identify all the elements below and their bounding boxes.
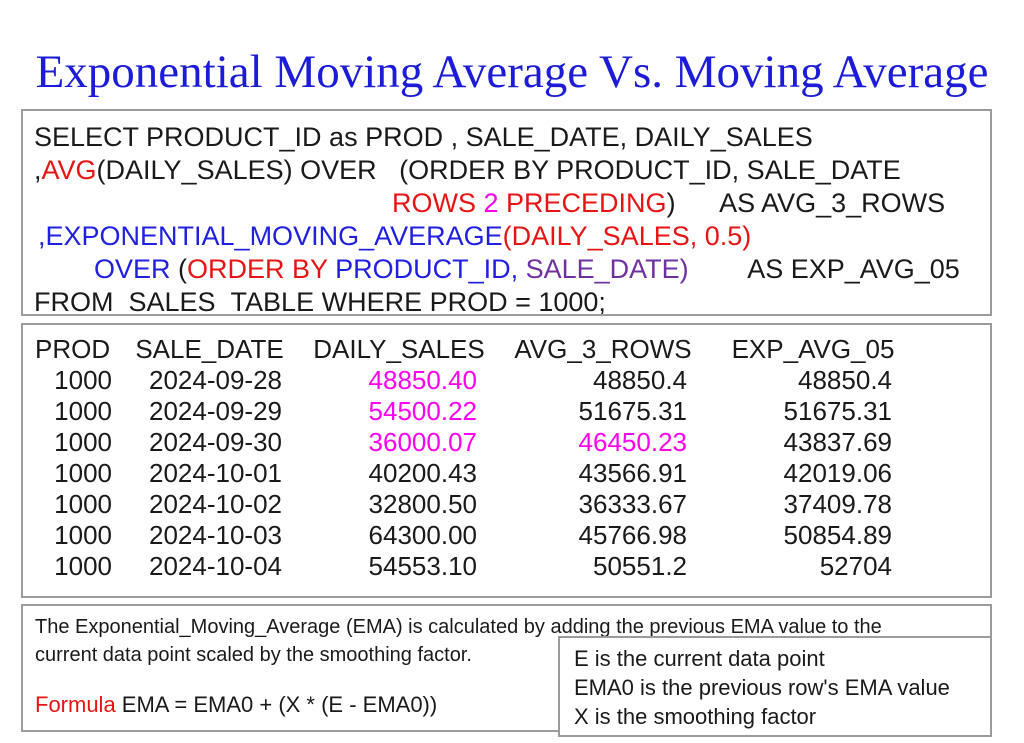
legend-line: EMA0 is the previous row's EMA value	[574, 675, 950, 700]
sql-token: ,	[510, 254, 526, 284]
table-row: 1000 2024-10-02 32800.50 36333.67 37409.78	[23, 489, 990, 520]
sql-line: SELECT PRODUCT_ID as PROD , SALE_DATE, D…	[34, 121, 990, 154]
table-row: 1000 2024-09-30 36000.07 46450.23 43837.69	[23, 427, 990, 458]
sql-token: 2	[483, 188, 499, 218]
table-cell: 1000	[54, 396, 112, 426]
table-row: 1000 2024-10-03 64300.00 45766.98 50854.89	[23, 520, 990, 551]
table-cell: 2024-10-02	[149, 489, 282, 519]
legend-box: E is the current data point EMA0 is the …	[558, 636, 992, 737]
sql-token: ROWS	[392, 188, 484, 218]
table-cell: 36000.07	[368, 427, 477, 457]
sql-code-box: SELECT PRODUCT_ID as PROD , SALE_DATE, D…	[21, 109, 992, 316]
table-cell: 48850.4	[798, 365, 892, 395]
table-cell: 52704	[819, 551, 892, 581]
sql-token: (DAILY_SALES) OVER (ORDER BY PRODUCT_ID,…	[96, 155, 901, 185]
table-cell: 1000	[54, 551, 112, 581]
explanation-text-line: The Exponential_Moving_Average (EMA) is …	[35, 616, 882, 638]
formula-text: EMA = EMA0 + (X * (E - EMA0))	[115, 692, 438, 717]
table-row: 1000 2024-10-04 54553.10 50551.2 52704	[23, 551, 990, 582]
sql-token: ,EXPONENTIAL_MOVING_AVERAGE	[38, 221, 503, 251]
explanation-text-line: current data point scaled by the smoothi…	[35, 644, 472, 666]
results-table: PROD SALE_DATE DAILY_SALES AVG_3_ROWS EXP_AV…	[21, 323, 992, 598]
formula-line: Formula EMA = EMA0 + (X * (E - EMA0))	[35, 692, 437, 718]
sql-line: FROM SALES_TABLE WHERE PROD = 1000;	[34, 286, 990, 316]
sql-token: AS AVG_3_ROWS	[675, 188, 946, 218]
sql-line: ,EXPONENTIAL_MOVING_AVERAGE(DAILY_SALES,…	[34, 220, 990, 253]
column-header: PROD	[35, 334, 111, 364]
table-cell: 54553.10	[368, 551, 477, 581]
sql-token: PRECEDING	[498, 188, 667, 218]
table-cell: 1000	[54, 458, 112, 488]
table-cell: 64300.00	[368, 520, 477, 550]
table-cell: 54500.22	[368, 396, 477, 426]
sql-token: (DAILY_SALES, 0.5)	[502, 221, 752, 251]
table-cell: 48850.40	[368, 365, 477, 395]
table-cell: 51675.31	[783, 396, 892, 426]
sql-token: SALE_DATE)	[525, 254, 689, 284]
sql-token: SELECT PRODUCT_ID as PROD , SALE_DATE, D…	[34, 122, 813, 152]
sql-token: PRODUCT_ID	[335, 254, 511, 284]
table-cell: 40200.43	[368, 458, 477, 488]
sql-token: AVG	[41, 155, 97, 185]
table-cell: 36333.67	[578, 489, 687, 519]
table-row: 1000 2024-09-29 54500.22 51675.31 51675.31	[23, 396, 990, 427]
sql-line: OVER (ORDER BY PRODUCT_ID, SALE_DATE) AS…	[34, 253, 990, 286]
legend-line: E is the current data point	[574, 646, 825, 671]
sql-line: ROWS 2 PRECEDING) AS AVG_3_ROWS	[34, 187, 990, 220]
table-cell: 51675.31	[578, 396, 687, 426]
table-cell: 50551.2	[593, 551, 687, 581]
table-cell: 2024-10-04	[149, 551, 282, 581]
table-cell: 43837.69	[783, 427, 892, 457]
table-cell: 1000	[54, 520, 112, 550]
table-cell: 50854.89	[783, 520, 892, 550]
table-cell: 1000	[54, 489, 112, 519]
table-cell: 2024-09-29	[149, 396, 282, 426]
table-cell: 2024-09-28	[149, 365, 282, 395]
table-row: 1000 2024-09-28 48850.40 48850.4 48850.4	[23, 365, 990, 396]
sql-token: OVER	[94, 254, 179, 284]
table-cell: 1000	[54, 365, 112, 395]
formula-label: Formula	[35, 692, 116, 717]
table-cell: 2024-10-01	[149, 458, 282, 488]
table-cell: 2024-09-30	[149, 427, 282, 457]
table-cell: 46450.23	[578, 427, 687, 457]
table-cell: 43566.91	[578, 458, 687, 488]
table-cell: 45766.98	[578, 520, 687, 550]
table-cell: 37409.78	[783, 489, 892, 519]
table-cell: 2024-10-03	[149, 520, 282, 550]
legend-line: X is the smoothing factor	[574, 704, 817, 729]
table-cell: 48850.4	[593, 365, 687, 395]
column-header: EXP_AVG_05	[731, 334, 895, 364]
table-header-row: PROD SALE_DATE DAILY_SALES AVG_3_ROWS EXP_AV…	[23, 334, 990, 365]
sql-token: AS EXP_AVG_05	[688, 254, 960, 284]
column-header: DAILY_SALES	[313, 334, 485, 364]
sql-token: (	[178, 254, 188, 284]
table-cell: 42019.06	[783, 458, 892, 488]
table-cell: 1000	[54, 427, 112, 457]
table-row: 1000 2024-10-01 40200.43 43566.91 42019.06	[23, 458, 990, 489]
sql-token: FROM SALES_TABLE WHERE PROD = 1000;	[34, 287, 606, 316]
sql-line: ,AVG(DAILY_SALES) OVER (ORDER BY PRODUCT…	[34, 154, 990, 187]
table-cell: 32800.50	[368, 489, 477, 519]
page-title: Exponential Moving Average Vs. Moving Av…	[35, 46, 989, 99]
sql-token: ,	[34, 155, 42, 185]
column-header: SALE_DATE	[135, 334, 284, 364]
sql-token: ORDER BY	[187, 254, 336, 284]
column-header: AVG_3_ROWS	[514, 334, 692, 364]
sql-token: )	[666, 188, 676, 218]
